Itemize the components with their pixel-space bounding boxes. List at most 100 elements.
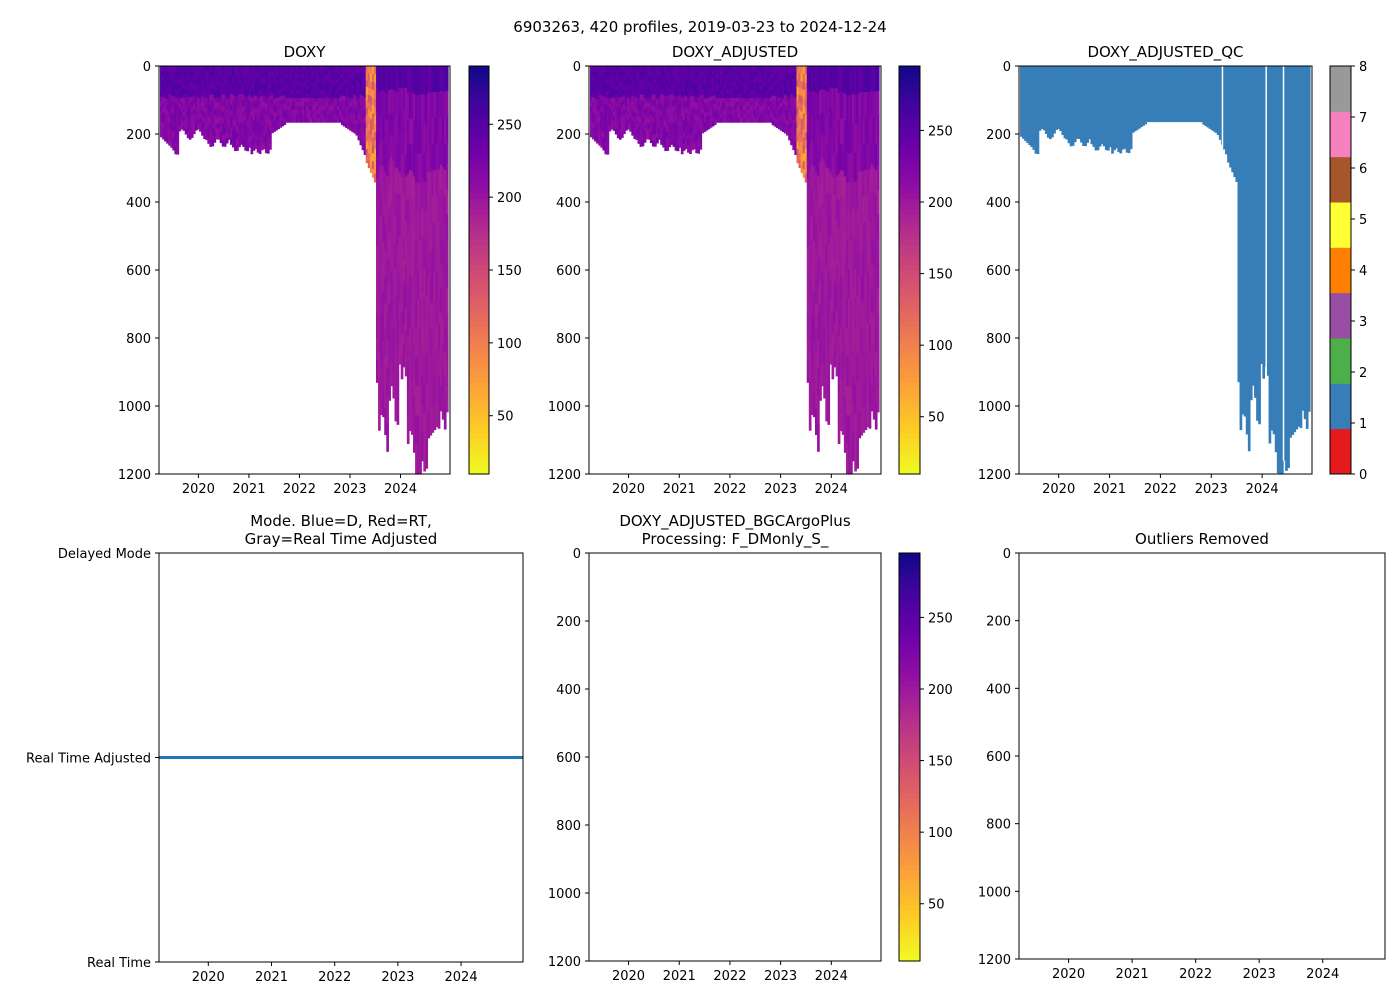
doxy_adjusted-cell-103-4 [802,97,806,107]
doxy-cell-33-6 [227,97,231,104]
doxy_adjusted_qc-profile-6 [1032,66,1036,150]
doxy-cell-120-11 [406,362,410,391]
doxy-cell-69-9 [301,102,305,107]
doxy_adjusted-cell-66-2 [726,74,729,79]
doxy-cell-6-2 [172,77,176,85]
outliers-xtick-label-3: 2023 [1243,967,1276,982]
doxy_adjusted-cell-9-4 [608,84,612,90]
doxy-cell-123-5 [413,203,416,233]
doxy_adjusted-cell-109-10 [815,329,818,357]
doxy-cell-137-13 [441,393,445,420]
doxy_adjusted-cell-9-10 [608,112,612,118]
doxy_adjusted-cell-10-12 [610,119,614,126]
doxy-cell-45-0 [252,66,256,73]
doxy_adjusted-cell-95-9 [786,110,789,116]
doxy_adjusted-cell-58-2 [709,74,713,80]
doxy-cell-71-11 [306,110,309,115]
doxy_adjusted-cell-35-13 [662,141,665,148]
doxy-cell-100-4 [365,93,369,102]
doxy-cell-63-12 [289,114,293,119]
doxy_adjusted-cell-92-10 [779,111,783,117]
doxy-cell-112-7 [390,225,394,250]
doxy-cell-79-4 [322,82,326,87]
doxy-cell-131-10 [429,329,433,357]
doxy_adjusted-cell-119-9 [835,265,839,288]
doxy-cell-75-6 [314,90,317,95]
doxy-cell-123-2 [413,121,416,150]
doxy_adjusted-cell-91-1 [777,70,781,76]
doxy-cell-85-10 [334,106,338,111]
doxy_adjusted_qc-profile-48 [1119,66,1123,154]
doxy-cell-13-0 [186,66,190,72]
doxy_adjusted-cell-119-6 [835,198,839,222]
doxy_adjusted-cell-34-13 [660,138,663,145]
doxy_adjusted-cell-55-8 [703,103,707,109]
doxy_adjusted-cb-band-9 [899,423,920,429]
doxy_adjusted-cell-112-9 [821,271,824,295]
doxy_adjusted-cell-72-7 [738,94,742,99]
doxy_adjusted-cell-6-7 [602,107,606,115]
doxy_adjusted-cell-97-1 [790,71,793,78]
doxy-cell-92-3 [349,79,352,85]
doxy-cell-34-9 [229,116,233,123]
doxy-cell-47-3 [256,84,260,92]
doxy_adjusted-cell-103-1 [802,73,806,83]
doxy-cell-5-5 [170,94,173,102]
doxy-cell-71-6 [306,90,309,95]
doxy-cell-136-7 [439,238,443,264]
doxy_adjusted-cell-63-5 [720,86,723,91]
doxy_adjusted-cell-101-3 [798,87,802,96]
doxy_adjusted-cell-80-1 [755,70,758,75]
doxy-cell-113-3 [392,137,396,162]
doxy-cell-101-13 [367,160,371,169]
doxy_adjusted-cell-71-8 [736,98,740,103]
doxy_adjusted-cell-111-10 [819,304,822,330]
doxy_adjusted-cell-26-3 [643,82,647,89]
doxy-cell-16-12 [192,123,196,130]
doxy_adjusted-cell-23-1 [637,71,641,78]
doxy-cell-62-8 [287,98,291,103]
doxy_adjusted-cell-28-6 [647,97,651,104]
doxy-cell-36-4 [234,90,237,97]
doxy_adjusted-cell-55-3 [703,79,707,86]
doxy-cell-138-11 [443,351,447,378]
doxy_adjusted-frame [588,65,882,475]
doxy-cell-26-13 [213,136,217,143]
doxy_adjusted-cell-110-1 [817,93,820,122]
doxy-cell-112-8 [390,248,394,273]
doxy-cell-4-0 [168,66,171,73]
doxy_adjusted-cell-24-9 [639,117,643,124]
doxy_adjusted-cell-57-8 [707,101,711,107]
doxy_adjusted-cell-79-10 [753,106,756,111]
doxy-cell-11-10 [182,111,186,118]
doxy-ytick-label-1: 200 [126,128,151,143]
doxy-cell-4-3 [168,82,171,90]
doxy-cell-10-6 [180,92,184,99]
doxy-cell-10-1 [180,70,184,76]
doxy-cell-73-6 [310,90,313,95]
doxy-cell-40-8 [242,111,245,119]
doxy_adjusted-cell-19-2 [629,75,632,81]
doxy_adjusted-cell-133-6 [864,221,868,249]
doxy_adjusted-cb-label-2: 150 [928,268,953,283]
doxy-cell-51-1 [264,72,268,79]
doxy_adjusted-cell-33-0 [658,66,661,72]
bgcargoplus-title-line-1: DOXY_ADJUSTED_BGCArgoPlus [619,512,850,531]
doxy-cell-57-11 [277,115,280,121]
doxy-cell-105-11 [376,314,379,338]
doxy_adjusted-cell-13-13 [616,132,620,139]
doxy_adjusted_qc-profile-59 [1142,66,1145,126]
doxy-cell-68-0 [299,66,303,71]
doxy_adjusted-cb-band-40 [899,264,920,271]
doxy-cell-56-0 [275,66,278,72]
doxy_adjusted-cell-139-8 [876,263,880,289]
doxy-cell-74-6 [312,90,315,95]
doxy_adjusted-cell-75-7 [744,94,748,99]
doxy-cell-13-2 [186,76,190,82]
doxy-cell-93-6 [351,94,355,100]
bgcargoplus-cb-band-53 [899,685,920,692]
doxy_adjusted-cell-46-11 [684,130,688,138]
doxy-cell-77-4 [318,82,322,87]
doxy-cb-band-3 [469,453,489,460]
doxy-cell-17-4 [194,84,198,90]
